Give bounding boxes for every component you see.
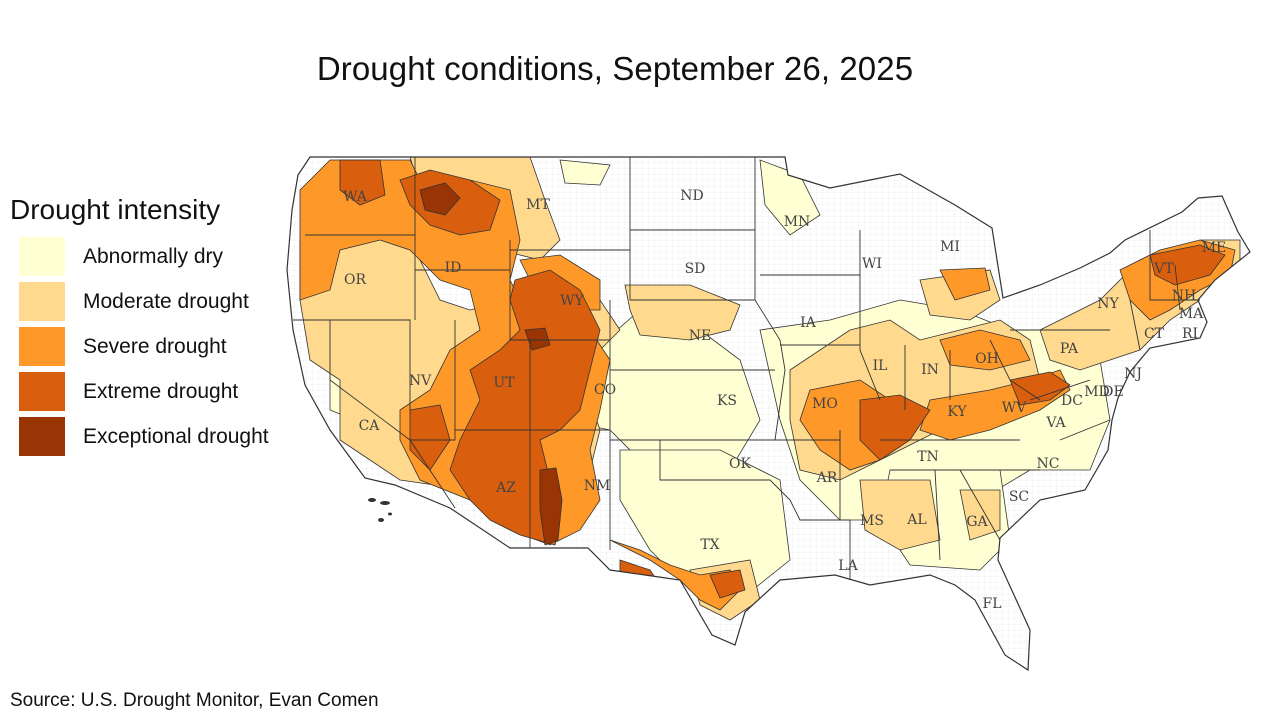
state-label: MT	[526, 197, 550, 213]
legend-item-extreme-drought: Extreme drought	[10, 371, 310, 416]
state-label: MA	[1179, 306, 1204, 322]
legend-item-exceptional-drought: Exceptional drought	[10, 416, 310, 461]
legend-label-abnormally-dry: Abnormally dry	[83, 245, 224, 268]
state-label: IA	[800, 315, 817, 331]
state-label: NJ	[1124, 366, 1142, 382]
state-label: NY	[1097, 296, 1119, 312]
legend-label-extreme-drought: Extreme drought	[83, 380, 239, 403]
state-label: IN	[921, 362, 939, 378]
state-label: WV	[1002, 400, 1027, 416]
state-label: KY	[947, 404, 967, 420]
legend-item-severe-drought: Severe drought	[10, 326, 310, 371]
legend-item-abnormally-dry: Abnormally dry	[10, 236, 310, 281]
state-label: IL	[873, 358, 888, 374]
legend-label-moderate-drought: Moderate drought	[83, 290, 249, 313]
legend-swatch-moderate-drought	[18, 281, 66, 322]
source-note: Source: U.S. Drought Monitor, Evan Comen	[10, 690, 379, 711]
state-label: WA	[343, 189, 368, 205]
legend-swatch-extreme-drought	[18, 371, 66, 412]
state-label: VT	[1153, 261, 1174, 277]
state-label: NC	[1037, 456, 1060, 472]
state-label: MI	[940, 239, 960, 255]
state-label: ND	[680, 188, 703, 204]
state-label: CO	[594, 382, 616, 398]
legend-label-severe-drought: Severe drought	[83, 335, 227, 358]
map-title: Drought conditions, September 26, 2025	[316, 50, 914, 87]
state-label: LA	[838, 558, 858, 574]
state-label: MN	[784, 214, 811, 230]
legend-label-exceptional-drought: Exceptional drought	[83, 425, 269, 448]
state-label: MO	[812, 396, 838, 412]
state-labels: WA OR CA NV ID MT WY UT AZ CO NM ND SD N…	[343, 188, 1226, 612]
state-label: FL	[982, 596, 1001, 612]
state-label: NM	[584, 478, 611, 494]
state-label: TX	[700, 537, 719, 553]
state-label: WY	[560, 293, 584, 309]
state-label: OK	[729, 456, 751, 472]
state-label: SC	[1009, 489, 1029, 505]
state-label: RI	[1182, 326, 1198, 342]
state-label: AL	[906, 512, 926, 528]
us-outline	[286, 156, 1251, 672]
state-label: SD	[685, 261, 706, 277]
state-label: AR	[816, 470, 838, 486]
state-label: ID	[445, 260, 462, 276]
legend: Drought intensity Abnormally dry Moderat…	[10, 194, 310, 461]
channel-islands	[368, 498, 392, 522]
state-label: AZ	[495, 480, 516, 496]
legend-title: Drought intensity	[10, 194, 221, 225]
state-label: NE	[689, 328, 711, 344]
legend-swatch-severe-drought	[18, 326, 66, 367]
state-label: NH	[1172, 288, 1196, 304]
state-label: MD	[1084, 384, 1110, 400]
state-label: CT	[1144, 326, 1165, 342]
state-label: UT	[493, 375, 515, 391]
state-label: CA	[359, 418, 381, 434]
state-label: PA	[1060, 341, 1079, 357]
state-label: TN	[917, 449, 939, 465]
legend-swatch-exceptional-drought	[18, 416, 66, 457]
state-label: NV	[409, 373, 432, 389]
state-label: DC	[1061, 393, 1083, 409]
state-label: DE	[1102, 384, 1123, 400]
state-label: MS	[860, 513, 884, 529]
legend-item-moderate-drought: Moderate drought	[10, 281, 310, 326]
state-label: ME	[1202, 240, 1227, 256]
state-label: OH	[975, 351, 999, 367]
state-label: VA	[1045, 415, 1066, 431]
state-borders	[293, 157, 1200, 580]
state-label: GA	[966, 514, 988, 530]
drought-map: WA OR CA NV ID MT WY UT AZ CO NM ND SD N…	[286, 156, 1251, 672]
state-label: KS	[717, 393, 737, 409]
drought-areas-exceptional	[419, 182, 563, 546]
state-label: WI	[862, 256, 882, 272]
state-label: OR	[344, 272, 366, 288]
legend-swatch-abnormally-dry	[18, 236, 66, 277]
